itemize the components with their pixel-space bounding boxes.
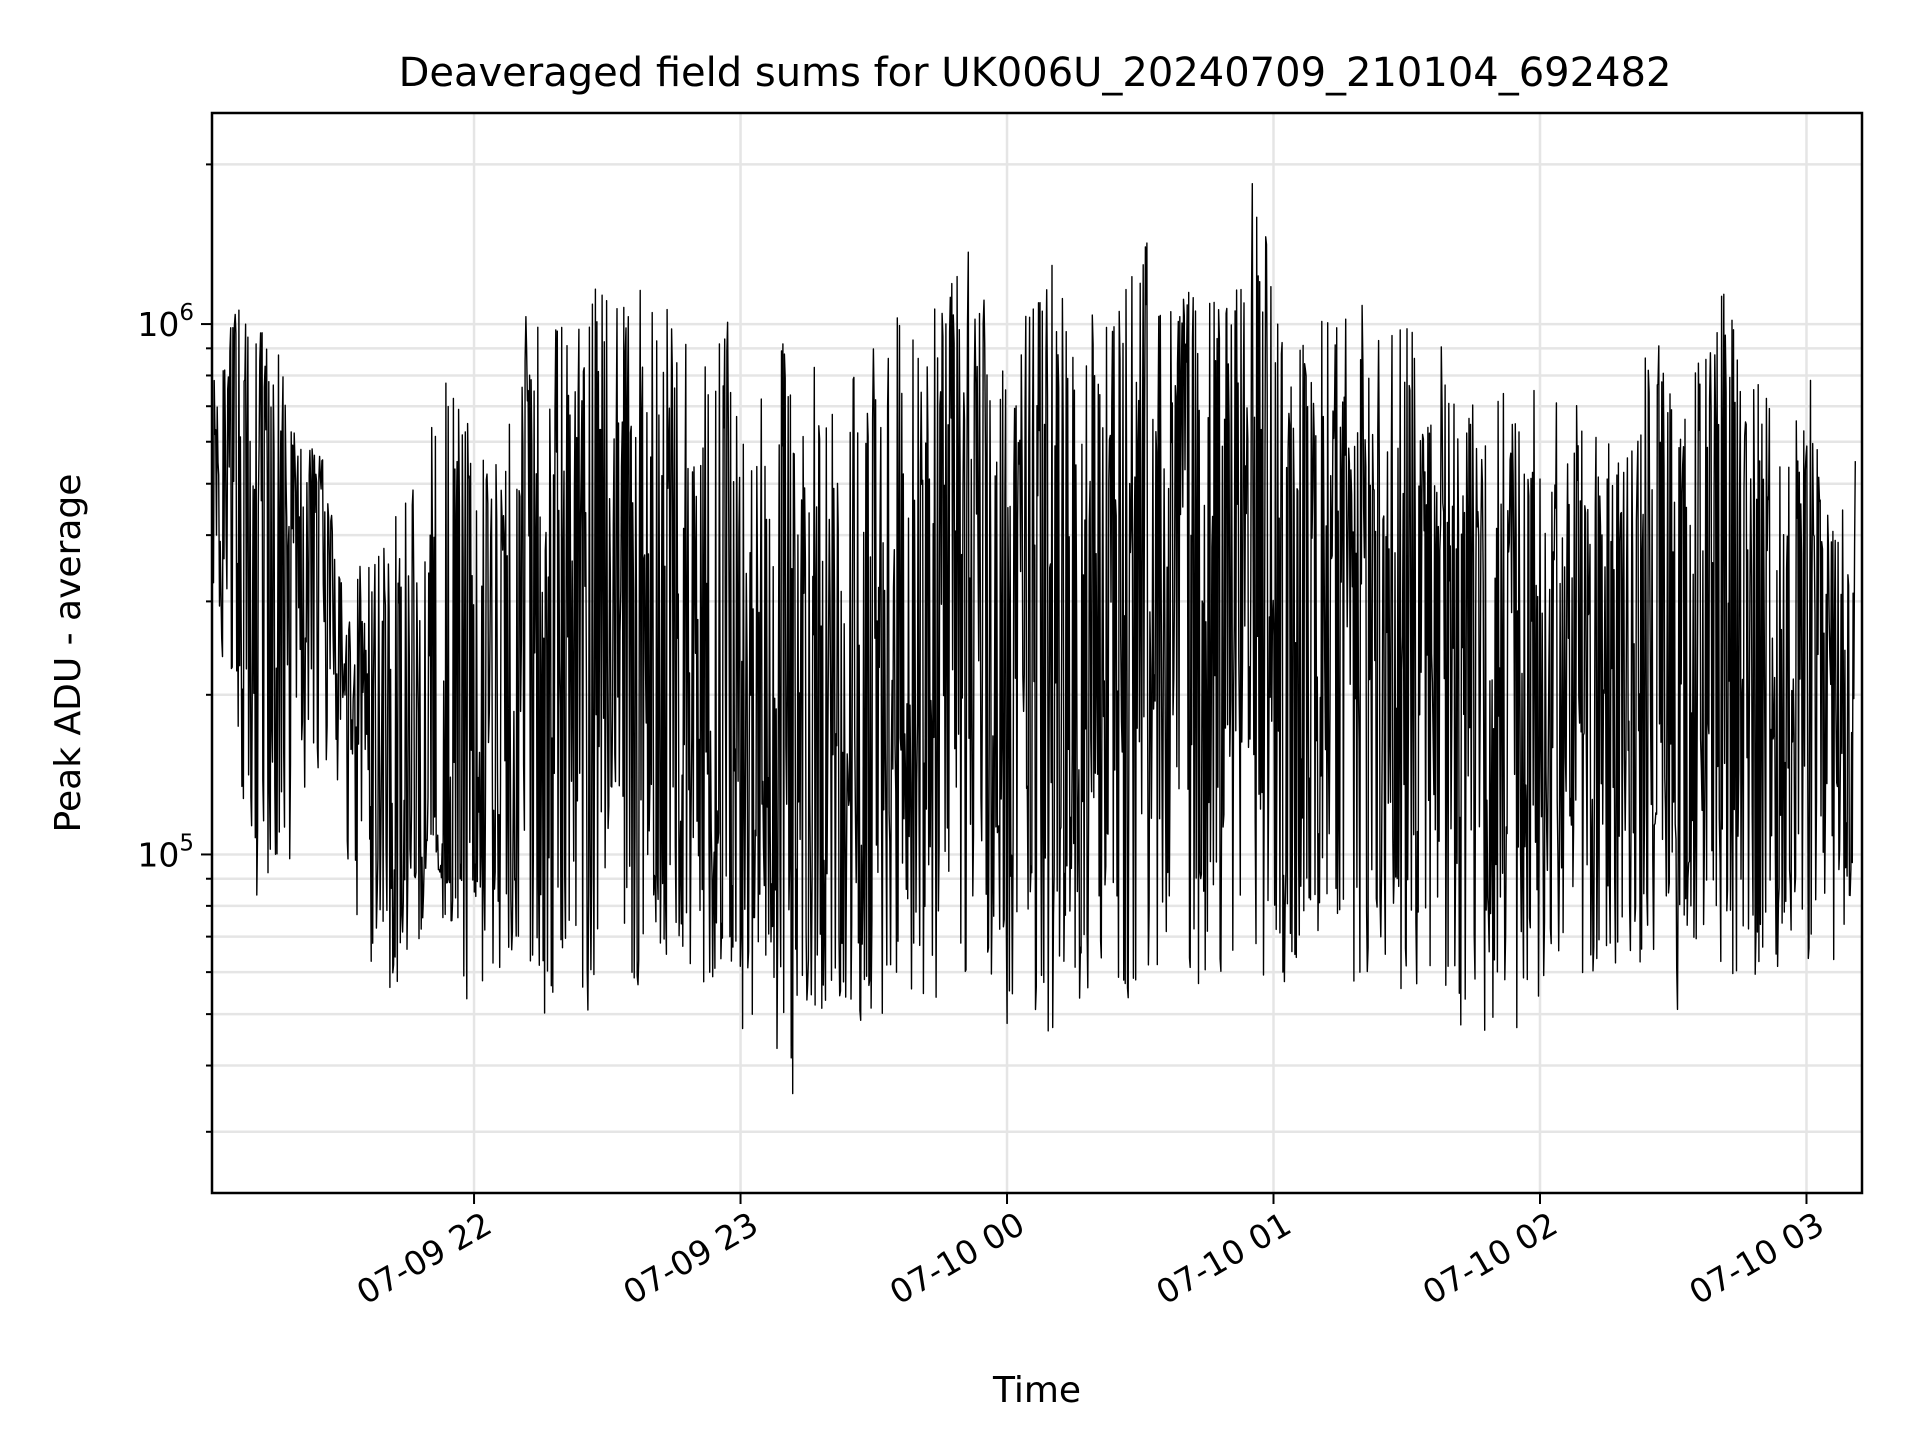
x-axis: 07-09 22 07-09 23 07-10 00 07-10 01 07-10 02… — [350, 1193, 1830, 1312]
series-line — [212, 183, 1856, 1095]
chart-title: Deaveraged field sums for UK006U_2024070… — [399, 50, 1672, 96]
x-tick-label: 07-10 00 — [883, 1204, 1031, 1312]
y-tick-label: 106 — [137, 300, 194, 344]
y-tick-base: 10 — [137, 305, 179, 344]
y-tick-base: 10 — [137, 835, 179, 874]
plot-frame — [210, 111, 1864, 1195]
plot-area — [212, 183, 1856, 1095]
x-tick-label: 07-10 01 — [1150, 1204, 1298, 1312]
x-axis-label: Time — [992, 1370, 1081, 1411]
x-tick-label: 07-10 03 — [1682, 1204, 1830, 1312]
y-axis-label: Peak ADU - average — [48, 474, 89, 833]
x-tick-label: 07-09 23 — [617, 1204, 765, 1312]
x-tick-label: 07-10 02 — [1416, 1204, 1564, 1312]
y-tick-label: 105 — [137, 830, 194, 874]
y-tick-exponent: 6 — [179, 300, 194, 326]
y-tick-exponent: 5 — [179, 830, 194, 856]
x-tick-label: 07-09 22 — [350, 1204, 498, 1312]
